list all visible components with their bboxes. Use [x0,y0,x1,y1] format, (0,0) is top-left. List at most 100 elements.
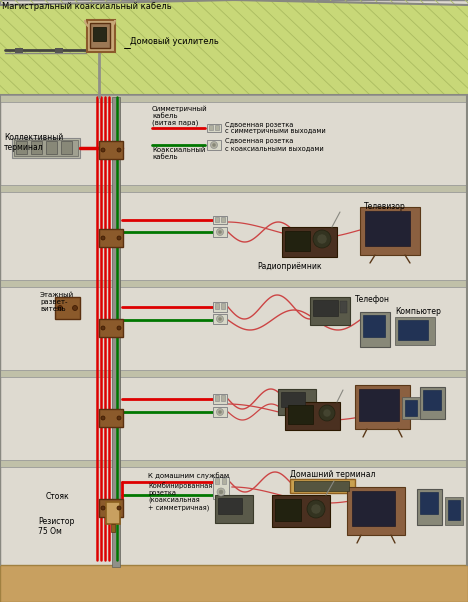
Circle shape [217,409,224,415]
Bar [55,48,63,53]
Bar [285,402,340,430]
Text: Домашний терминал: Домашний терминал [290,470,375,479]
Circle shape [211,141,218,149]
Bar [281,392,305,407]
Bar [448,500,460,520]
Bar [340,301,347,313]
Bar [282,227,337,257]
Circle shape [117,506,121,510]
Bar [213,302,227,312]
Bar [213,477,229,499]
Bar [221,303,225,309]
Circle shape [117,148,121,152]
Bar [12,138,80,158]
Bar [215,125,219,130]
Circle shape [319,405,335,421]
Bar [423,390,441,410]
Bar [106,502,120,524]
Bar [355,385,410,429]
Bar [99,229,123,247]
Bar [207,140,221,150]
Circle shape [217,315,224,323]
Bar [347,487,405,535]
Bar [112,97,120,567]
Text: Сдвоенная розетка
с коаксиальными выходами: Сдвоенная розетка с коаксиальными выхода… [225,138,324,152]
Bar [46,141,57,154]
Circle shape [217,488,225,496]
Bar [313,300,338,316]
Circle shape [313,230,331,248]
Bar [15,48,23,53]
Bar [87,20,115,52]
Circle shape [219,317,221,320]
Bar [55,297,80,319]
Bar [359,389,399,421]
Circle shape [101,326,105,330]
Text: Резистор
75 Ом: Резистор 75 Ом [38,517,74,536]
Bar [213,394,227,404]
Circle shape [58,305,63,311]
Circle shape [117,326,121,330]
Bar [445,497,463,525]
Bar [16,141,27,154]
Bar [278,389,316,415]
Circle shape [307,500,325,518]
Bar [290,479,355,493]
Bar [99,409,123,427]
Bar [207,124,221,132]
Bar [405,400,417,416]
Circle shape [212,143,215,146]
Bar [222,478,226,484]
Bar [14,140,78,156]
Bar [365,211,410,246]
Bar [215,395,219,401]
Bar [420,492,438,514]
Bar [90,23,110,48]
Text: Сдвоенная розетка
с симметричными выходами: Сдвоенная розетка с симметричными выхода… [225,122,326,134]
Bar [93,27,106,41]
Text: Стояк: Стояк [46,492,70,501]
Bar [213,227,227,237]
Bar [0,565,468,572]
Bar [213,407,227,417]
Text: Коаксиальный
кабель: Коаксиальный кабель [152,147,205,160]
Circle shape [117,236,121,240]
Circle shape [219,411,221,414]
Text: Компьютер: Компьютер [395,307,441,316]
Bar [420,387,445,419]
Text: Магистральный коаксиальный кабель: Магистральный коаксиальный кабель [2,2,172,11]
Bar [0,370,468,377]
Bar [395,317,435,345]
Bar [275,499,301,521]
Bar [99,499,123,517]
Bar [398,320,428,340]
Text: Комбинированная
розетка
(коаксиальная
+ симметричная): Комбинированная розетка (коаксиальная + … [148,482,212,511]
Text: Домовый усилитель: Домовый усилитель [130,37,219,46]
Text: Этажный
развет-
витель: Этажный развет- витель [40,292,74,312]
Bar [272,495,330,527]
Bar [352,491,395,526]
Bar [221,217,225,222]
Bar [213,314,227,324]
Bar [417,489,442,525]
Circle shape [101,236,105,240]
Bar [310,297,350,325]
Bar [61,141,72,154]
Circle shape [219,490,223,494]
Circle shape [101,416,105,420]
Circle shape [217,229,224,235]
Text: Коллективный
терминал: Коллективный терминал [4,133,63,152]
Bar [402,397,420,419]
Bar [360,207,420,255]
Bar [294,481,349,491]
Bar [31,141,42,154]
Bar [363,315,385,337]
Text: Телефон: Телефон [355,295,390,304]
Bar [111,524,115,532]
Bar [360,312,390,347]
Circle shape [101,506,105,510]
Bar [288,405,313,424]
Bar [215,217,219,222]
Bar [209,125,213,130]
Bar [0,95,468,102]
